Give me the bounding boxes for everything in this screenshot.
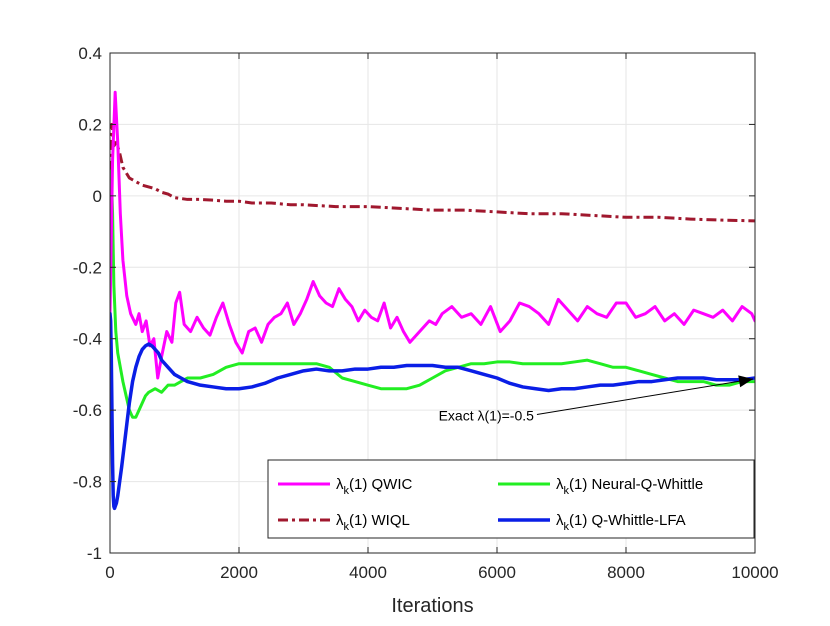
series-line-neural-q-whittle <box>110 169 755 419</box>
annotation-layer: Exact λ(1)=-0.5 <box>439 375 754 424</box>
y-tick-label: 0.4 <box>78 44 102 63</box>
axis-ticks: 0 2000 4000 6000 8000 10000 -1 -0.8 -0.6 -0.4 -0.2… <box>73 44 779 582</box>
annotation-arrow-head <box>738 375 753 388</box>
legend-label: λk(1) Q-Whittle-LFA <box>556 512 686 533</box>
annotation-arrow-line <box>536 378 754 415</box>
y-tick-label: 0 <box>93 187 102 206</box>
x-tick-label: 8000 <box>607 563 645 582</box>
x-tick-label: 6000 <box>478 563 516 582</box>
y-tick-label: -0.4 <box>73 330 102 349</box>
x-tick-label: 10000 <box>731 563 778 582</box>
x-tick-label: 2000 <box>220 563 258 582</box>
y-tick-label: -0.2 <box>73 258 102 277</box>
series-line-q-whittle-lfa <box>110 311 755 511</box>
x-axis-label: Iterations <box>391 595 473 617</box>
y-tick-label: -0.6 <box>73 401 102 420</box>
legend-box <box>267 459 755 539</box>
y-tick-label: -1 <box>87 544 102 563</box>
series-layer <box>110 90 755 511</box>
x-tick-label: 0 <box>105 563 114 582</box>
y-tick-label: 0.2 <box>78 115 102 134</box>
legend: λk(1) QWIC λk(1) Neural-Q-Whittle λk(1) WI… <box>267 459 755 539</box>
x-tick-label: 4000 <box>349 563 387 582</box>
legend-label: λk(1) WIQL <box>336 512 410 533</box>
legend-label: λk(1) QWIC <box>336 476 412 497</box>
annotation-label: Exact λ(1)=-0.5 <box>439 408 535 424</box>
plot-frame <box>109 52 756 554</box>
legend-label: λk(1) Neural-Q-Whittle <box>556 476 703 497</box>
y-tick-label: -0.8 <box>73 473 102 492</box>
series-line-qwic <box>110 90 755 380</box>
series-line-wiql <box>110 122 755 223</box>
